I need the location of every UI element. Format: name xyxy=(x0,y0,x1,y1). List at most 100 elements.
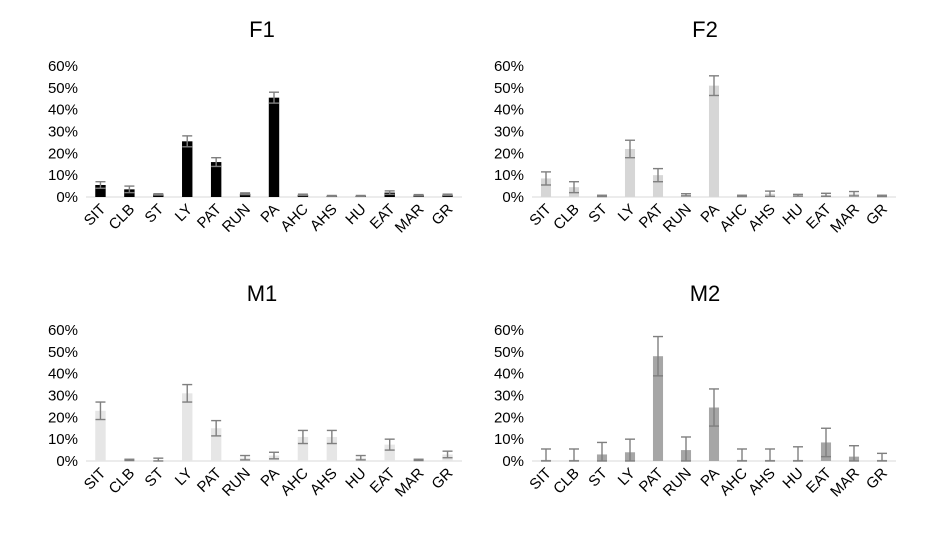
error-bar-clb xyxy=(124,185,135,194)
error-bar-run xyxy=(681,436,691,462)
x-tick-label: RUN xyxy=(219,201,254,236)
x-tick-label: AHS xyxy=(307,465,341,499)
error-bar-ahc xyxy=(297,193,308,197)
y-tick-label: 60% xyxy=(494,322,524,339)
x-tick-label: GR xyxy=(863,465,891,493)
error-bar-st xyxy=(597,194,607,198)
bar-ly xyxy=(182,141,193,197)
error-bar-pa xyxy=(269,91,279,104)
y-tick-label: 40% xyxy=(494,366,524,383)
bar-pa xyxy=(708,407,720,461)
error-bar-ahc xyxy=(737,448,747,462)
bar-sit xyxy=(95,184,106,197)
error-bar-pa xyxy=(709,75,719,97)
error-bar-pat xyxy=(653,167,663,183)
x-tick-label: AHC xyxy=(277,465,312,500)
y-tick-label: 10% xyxy=(494,167,524,184)
error-bar-hu xyxy=(355,454,366,461)
x-tick-label: MAR xyxy=(392,201,428,237)
error-bar-pat xyxy=(211,156,222,168)
chart-title: M2 xyxy=(690,281,721,306)
x-tick-label: MAR xyxy=(392,465,428,501)
x-tick-label: HU xyxy=(342,201,369,228)
error-bar-sit xyxy=(95,401,106,421)
error-bar-sit xyxy=(541,171,551,186)
y-tick-label: 40% xyxy=(48,366,78,383)
error-bar-ahc xyxy=(737,194,747,198)
x-tick-label: MAR xyxy=(827,465,863,501)
y-tick-label: 10% xyxy=(48,167,78,184)
y-tick-label: 0% xyxy=(56,189,78,206)
error-bar-sit xyxy=(95,181,106,189)
error-bar-eat xyxy=(821,427,831,458)
x-tick-label: AHC xyxy=(716,201,751,236)
bar-eat xyxy=(384,444,395,461)
y-tick-label: 30% xyxy=(494,124,524,141)
y-tick-label: 50% xyxy=(48,80,78,97)
bar-ahs xyxy=(326,436,338,461)
x-tick-label: SIT xyxy=(526,465,555,494)
x-tick-label: EAT xyxy=(367,201,399,233)
error-bar-ahs xyxy=(326,194,337,198)
chart-title: M1 xyxy=(247,281,278,306)
y-tick-label: 60% xyxy=(48,322,78,339)
x-tick-label: PAT xyxy=(194,465,225,496)
y-tick-label: 20% xyxy=(494,409,524,426)
error-bar-mar xyxy=(849,445,859,462)
error-bar-mar xyxy=(413,458,424,462)
bar-sit xyxy=(95,410,106,461)
error-bar-ahs xyxy=(326,429,337,445)
error-bar-ly xyxy=(625,139,635,159)
error-bar-pa xyxy=(269,451,279,460)
error-bar-mar xyxy=(413,193,424,197)
y-tick-label: 50% xyxy=(494,344,524,361)
x-tick-label: ST xyxy=(585,201,611,227)
error-bar-clb xyxy=(569,448,579,462)
error-bar-run xyxy=(240,454,251,461)
x-tick-label: HU xyxy=(779,201,806,228)
error-bar-gr xyxy=(877,194,887,198)
error-bar-gr xyxy=(442,450,453,459)
error-bar-ly xyxy=(182,135,193,148)
error-bar-sit xyxy=(541,448,551,462)
x-tick-label: RUN xyxy=(219,465,254,500)
x-tick-label: LY xyxy=(615,465,639,489)
x-tick-label: AHS xyxy=(745,201,779,235)
x-tick-label: AHS xyxy=(745,465,779,499)
x-tick-label: ST xyxy=(142,201,168,227)
x-tick-label: GR xyxy=(428,201,456,229)
x-tick-label: AHC xyxy=(277,201,312,236)
error-bar-run xyxy=(240,192,251,196)
bar-sit xyxy=(540,178,552,197)
error-bar-st xyxy=(597,441,607,462)
x-tick-label: AHS xyxy=(307,201,341,235)
error-bar-clb xyxy=(124,458,135,462)
error-bar-gr xyxy=(442,193,453,197)
y-tick-label: 0% xyxy=(502,453,524,470)
y-tick-label: 0% xyxy=(56,453,78,470)
error-bar-clb xyxy=(569,181,579,194)
x-tick-label: CLB xyxy=(106,465,139,498)
bar-ly xyxy=(624,148,636,197)
y-tick-label: 20% xyxy=(48,145,78,162)
y-tick-label: 40% xyxy=(48,102,78,119)
x-tick-label: GR xyxy=(863,201,891,229)
error-bar-gr xyxy=(877,452,887,462)
y-tick-label: 30% xyxy=(494,388,524,405)
y-tick-label: 50% xyxy=(48,344,78,361)
x-tick-label: ST xyxy=(585,465,611,491)
y-tick-label: 10% xyxy=(48,431,78,448)
y-tick-label: 0% xyxy=(502,189,524,206)
chart-title: F2 xyxy=(692,17,718,42)
x-tick-label: LY xyxy=(615,201,639,225)
x-tick-label: SIT xyxy=(81,201,110,230)
x-tick-label: PAT xyxy=(194,201,225,232)
x-tick-label: SIT xyxy=(526,201,555,230)
y-tick-label: 30% xyxy=(48,388,78,405)
x-tick-label: LY xyxy=(172,465,196,489)
